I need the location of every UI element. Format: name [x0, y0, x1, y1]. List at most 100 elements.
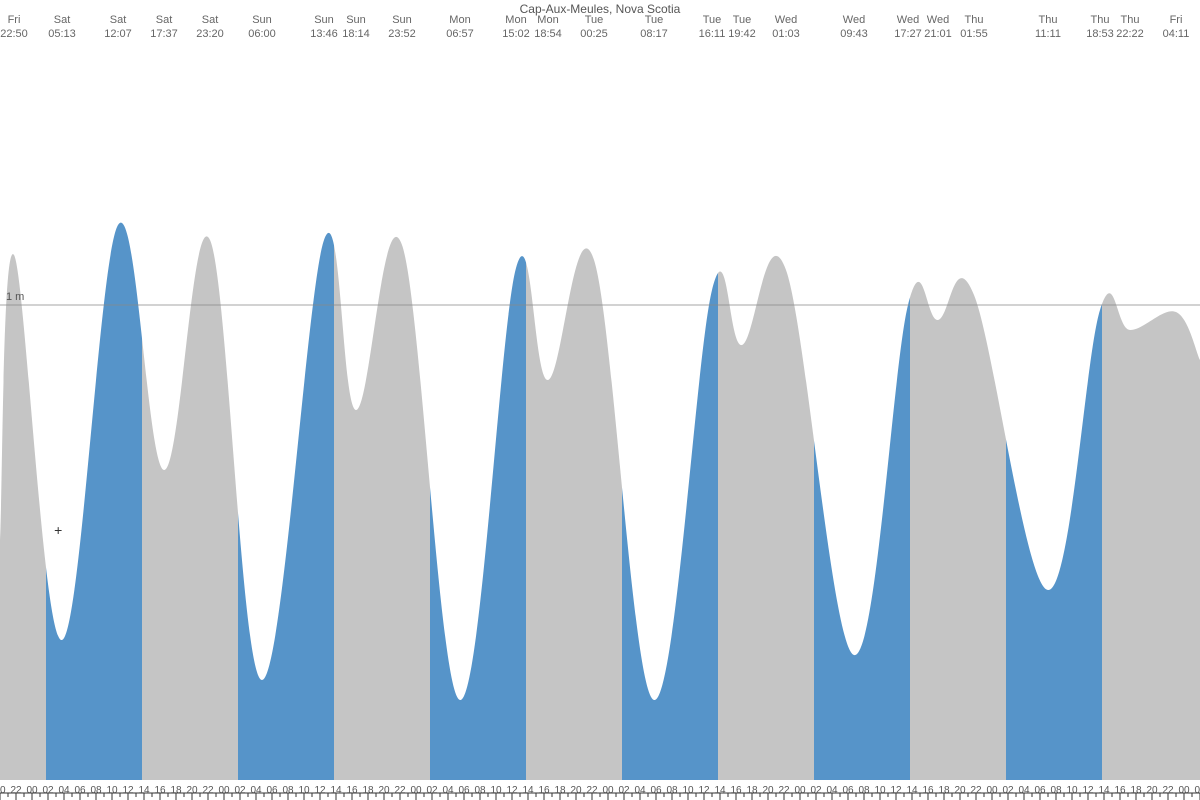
xaxis-hour-label: 14	[1098, 785, 1109, 796]
xaxis-hour-label: 08	[90, 785, 101, 796]
xaxis-hour-label: 22	[586, 785, 597, 796]
extreme-time-label: 18:54	[534, 28, 562, 41]
extreme-day-label: Mon	[505, 14, 526, 27]
extreme-day-label: Fri	[8, 14, 21, 27]
day-band	[814, 0, 910, 780]
xaxis-hour-label: 04	[634, 785, 645, 796]
xaxis-hour-label: 10	[874, 785, 885, 796]
xaxis-hour-label: 02	[1194, 785, 1200, 796]
xaxis-hour-label: 18	[746, 785, 757, 796]
xaxis-hour-label: 12	[314, 785, 325, 796]
night-band	[718, 0, 814, 780]
extreme-day-label: Wed	[843, 14, 865, 27]
extreme-time-label: 06:00	[248, 28, 276, 41]
day-band	[1006, 0, 1102, 780]
extreme-day-label: Thu	[1039, 14, 1058, 27]
xaxis-hour-label: 08	[666, 785, 677, 796]
xaxis-hour-label: 14	[330, 785, 341, 796]
xaxis-hour-label: 22	[1162, 785, 1173, 796]
extreme-day-label: Sat	[110, 14, 127, 27]
xaxis-hour-label: 16	[922, 785, 933, 796]
xaxis-hour-label: 02	[42, 785, 53, 796]
extreme-time-label: 04:11	[1163, 28, 1190, 41]
xaxis-hour-label: 16	[346, 785, 357, 796]
night-band	[910, 0, 1006, 780]
day-band	[430, 0, 526, 780]
extreme-day-label: Wed	[897, 14, 919, 27]
extreme-day-label: Sat	[202, 14, 219, 27]
xaxis-hour-label: 00	[602, 785, 613, 796]
xaxis-hour-label: 08	[1050, 785, 1061, 796]
night-band	[0, 0, 46, 780]
extreme-day-label: Wed	[927, 14, 949, 27]
xaxis-hour-label: 14	[906, 785, 917, 796]
xaxis-hour-label: 04	[58, 785, 69, 796]
extreme-time-label: 18:14	[342, 28, 370, 41]
xaxis-hour-label: 08	[282, 785, 293, 796]
extreme-time-label: 22:22	[1116, 28, 1144, 41]
extreme-day-label: Tue	[733, 14, 752, 27]
extreme-day-label: Sun	[252, 14, 272, 27]
xaxis-hour-label: 12	[698, 785, 709, 796]
extreme-time-label: 15:02	[502, 28, 530, 41]
extreme-day-label: Thu	[1091, 14, 1110, 27]
xaxis-hour-label: 00	[218, 785, 229, 796]
xaxis-hour-label: 16	[730, 785, 741, 796]
xaxis-hour-label: 02	[234, 785, 245, 796]
xaxis-hour-label: 04	[250, 785, 261, 796]
xaxis-hour-label: 20	[570, 785, 581, 796]
xaxis-hour-label: 10	[1066, 785, 1077, 796]
xaxis-hour-label: 10	[106, 785, 117, 796]
day-band	[238, 0, 334, 780]
xaxis-hour-label: 02	[1002, 785, 1013, 796]
xaxis-hour-label: 00	[986, 785, 997, 796]
xaxis-hour-label: 06	[842, 785, 853, 796]
extreme-time-label: 22:50	[0, 28, 28, 41]
extreme-time-label: 16:11	[699, 28, 726, 41]
extreme-time-label: 00:25	[580, 28, 608, 41]
y-grid-label: 1 m	[6, 291, 24, 303]
xaxis-hour-label: 22	[10, 785, 21, 796]
xaxis-hour-label: 20	[1146, 785, 1157, 796]
xaxis-hour-label: 10	[682, 785, 693, 796]
xaxis-hour-label: 12	[506, 785, 517, 796]
xaxis-hour-label: 22	[394, 785, 405, 796]
xaxis-hour-label: 04	[442, 785, 453, 796]
xaxis-hour-label: 08	[474, 785, 485, 796]
xaxis-hour-label: 02	[618, 785, 629, 796]
xaxis-hour-label: 10	[298, 785, 309, 796]
extreme-time-label: 05:13	[48, 28, 76, 41]
extreme-time-label: 12:07	[104, 28, 132, 41]
xaxis-hour-label: 18	[938, 785, 949, 796]
extreme-day-label: Mon	[537, 14, 558, 27]
day-band	[622, 0, 718, 780]
xaxis-hour-label: 18	[362, 785, 373, 796]
xaxis-hour-label: 08	[858, 785, 869, 796]
extreme-day-label: Wed	[775, 14, 797, 27]
extreme-time-label: 08:17	[640, 28, 668, 41]
night-band	[142, 0, 238, 780]
tide-area	[0, 0, 1200, 780]
xaxis-hour-label: 06	[74, 785, 85, 796]
extreme-day-label: Mon	[449, 14, 470, 27]
xaxis-hour-label: 18	[1130, 785, 1141, 796]
crosshair-marker: +	[54, 524, 62, 540]
xaxis-hour-label: 20	[0, 785, 6, 796]
xaxis-hour-label: 06	[650, 785, 661, 796]
xaxis-hour-label: 02	[810, 785, 821, 796]
xaxis-hour-label: 06	[1034, 785, 1045, 796]
xaxis-hour-label: 04	[1018, 785, 1029, 796]
xaxis-hour-label: 00	[1178, 785, 1189, 796]
extreme-day-label: Tue	[585, 14, 604, 27]
night-band	[334, 0, 430, 780]
xaxis-hour-label: 16	[1114, 785, 1125, 796]
extreme-time-label: 11:11	[1035, 28, 1061, 41]
xaxis-hour-label: 02	[426, 785, 437, 796]
extreme-day-label: Sun	[346, 14, 366, 27]
day-band	[46, 0, 142, 780]
xaxis-hour-label: 04	[826, 785, 837, 796]
extreme-time-label: 18:53	[1086, 28, 1114, 41]
xaxis-hour-label: 18	[554, 785, 565, 796]
xaxis-hour-label: 12	[890, 785, 901, 796]
extreme-time-label: 21:01	[924, 28, 952, 41]
